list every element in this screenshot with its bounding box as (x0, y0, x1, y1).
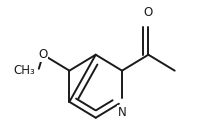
Text: O: O (38, 48, 48, 61)
Text: N: N (118, 106, 126, 119)
Text: O: O (144, 6, 153, 19)
Text: CH₃: CH₃ (14, 64, 35, 77)
